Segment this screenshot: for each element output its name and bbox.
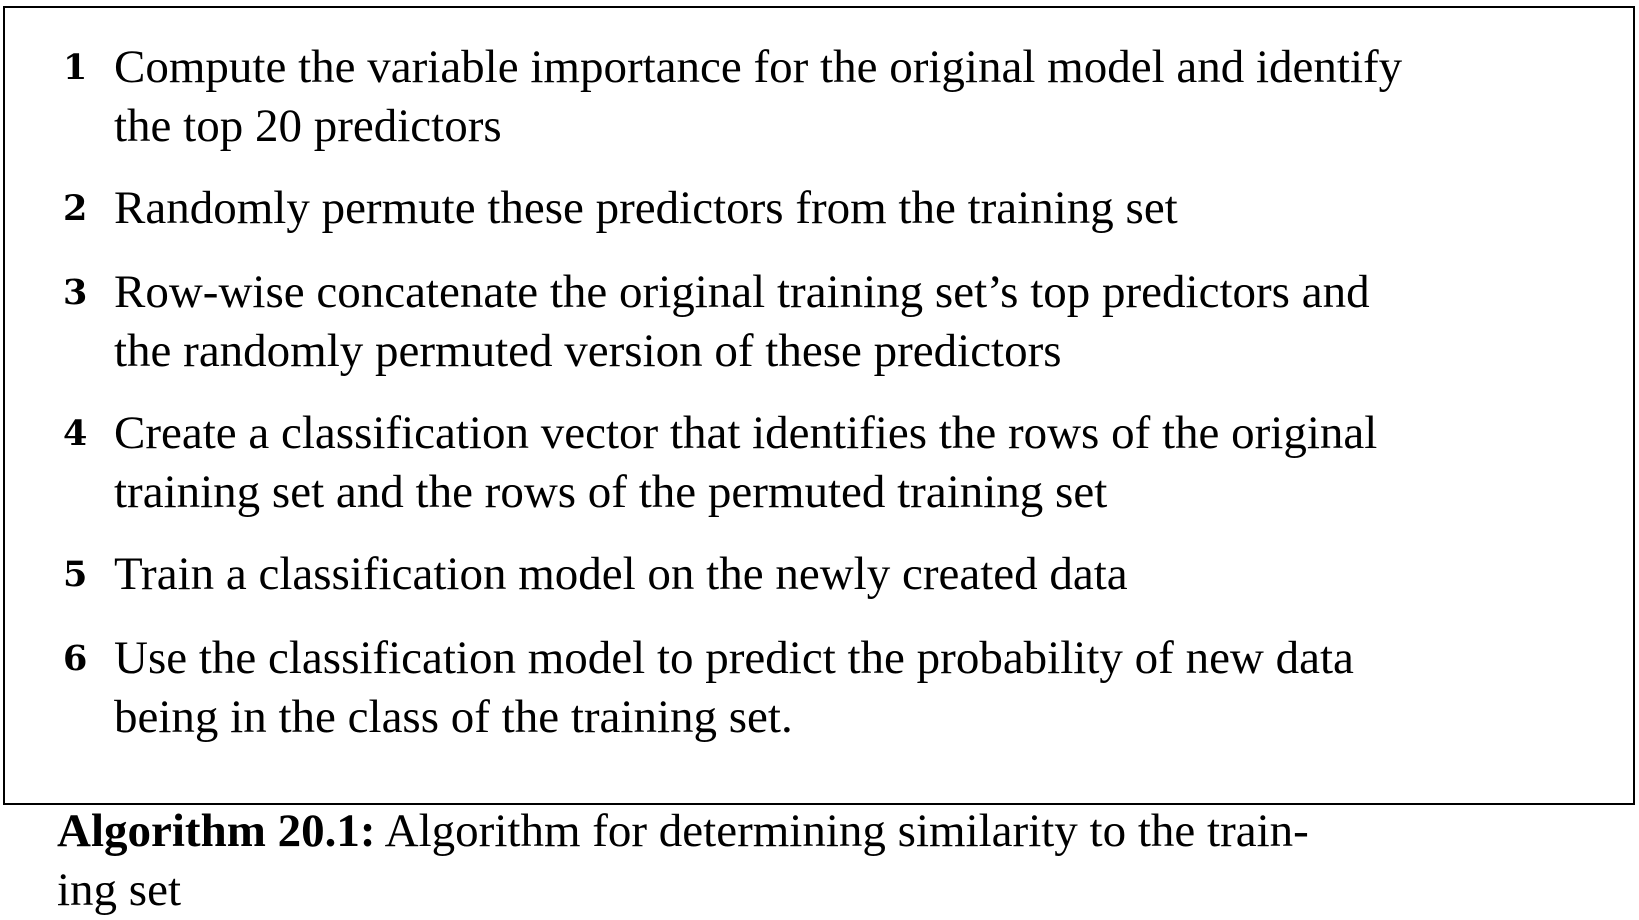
step-text: Use the classification model to predict … (114, 632, 1354, 743)
step-text: Train a classification model on the newl… (114, 548, 1128, 600)
step-number: 2 (63, 188, 88, 229)
step-text: Create a classification vector that iden… (114, 407, 1378, 518)
step-number: 6 (63, 638, 88, 679)
step-number: 1 (63, 47, 88, 88)
step-number: 4 (63, 413, 88, 454)
step-number: 5 (63, 554, 88, 595)
step-number: 3 (63, 272, 88, 313)
caption-text: Algorithm for determining similarity to … (57, 805, 1309, 916)
step-text: Row-wise concatenate the original traini… (114, 266, 1370, 377)
step-text: Randomly permute these predictors from t… (114, 182, 1178, 234)
step-text: Compute the variable importance for the … (114, 41, 1403, 152)
algorithm-box: 1 Compute the variable importance for th… (3, 6, 1635, 805)
algorithm-caption: Algorithm 20.1: Algorithm for determinin… (57, 802, 1597, 920)
caption-label: Algorithm 20.1: (57, 805, 376, 857)
